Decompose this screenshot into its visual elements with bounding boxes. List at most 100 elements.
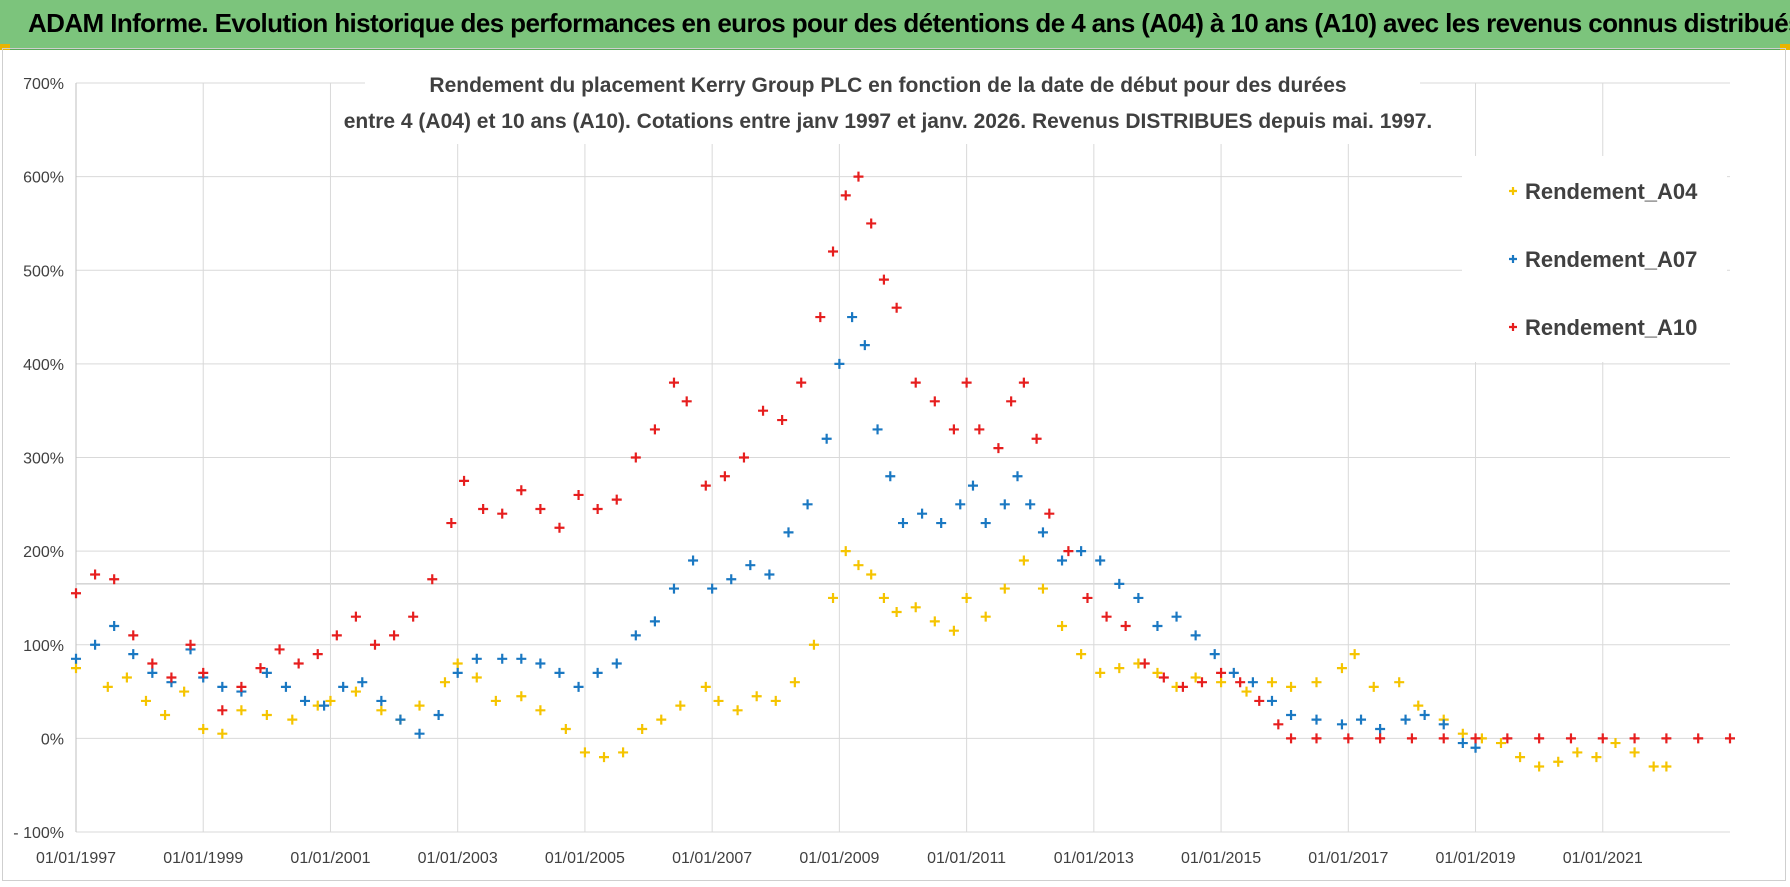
- data-point: [573, 681, 584, 692]
- data-point: [1006, 396, 1017, 407]
- data-point: [1266, 677, 1277, 688]
- data-point: [859, 340, 870, 351]
- data-point: [274, 644, 285, 655]
- data-point: [936, 518, 947, 529]
- data-point: [1037, 583, 1048, 594]
- data-point: [147, 667, 158, 678]
- data-point: [891, 606, 902, 617]
- y-tick-label: 700%: [23, 76, 64, 93]
- data-point: [999, 583, 1010, 594]
- data-point: [1286, 681, 1297, 692]
- data-point: [738, 452, 749, 463]
- data-point: [185, 639, 196, 650]
- data-point: [433, 709, 444, 720]
- data-point: [1076, 649, 1087, 660]
- data-point: [261, 709, 272, 720]
- data-point: [872, 424, 883, 435]
- data-point: [1254, 695, 1265, 706]
- data-point: [1063, 546, 1074, 557]
- data-point: [376, 705, 387, 716]
- legend-label: Rendement_A04: [1525, 179, 1698, 204]
- data-point: [1247, 677, 1258, 688]
- banner-corner-right: [1780, 44, 1790, 50]
- data-point: [789, 677, 800, 688]
- data-point: [439, 677, 450, 688]
- data-point: [764, 569, 775, 580]
- data-point: [929, 396, 940, 407]
- banner-title: ADAM Informe. Evolution historique des p…: [28, 8, 1790, 38]
- data-point: [891, 302, 902, 313]
- data-point: [1597, 733, 1608, 744]
- data-point: [1661, 761, 1672, 772]
- data-point: [140, 695, 151, 706]
- series-Rendement_A04: [71, 546, 1672, 772]
- data-point: [866, 569, 877, 580]
- data-point: [630, 452, 641, 463]
- data-point: [1311, 714, 1322, 725]
- data-point: [1018, 377, 1029, 388]
- x-tick-label: 01/01/2015: [1181, 850, 1261, 867]
- data-point: [656, 714, 667, 725]
- data-point: [554, 522, 565, 533]
- data-point: [446, 518, 457, 529]
- x-tick-label: 01/01/2001: [290, 850, 370, 867]
- data-point: [732, 705, 743, 716]
- data-point: [637, 724, 648, 735]
- data-point: [1101, 611, 1112, 622]
- y-axis-ticks: 700% 600% 500% 400% 300% 200% 100% 0% - 100%: [13, 76, 64, 842]
- data-point: [719, 471, 730, 482]
- data-point: [1235, 677, 1246, 688]
- series-Rendement_A07: [71, 312, 1481, 753]
- data-point: [1572, 747, 1583, 758]
- data-point: [1457, 728, 1468, 739]
- data-point: [1534, 733, 1545, 744]
- data-point: [1012, 471, 1023, 482]
- data-point: [700, 480, 711, 491]
- data-point: [630, 630, 641, 641]
- data-point: [1349, 649, 1360, 660]
- y-tick-label: 500%: [23, 263, 64, 280]
- data-point: [1311, 733, 1322, 744]
- data-point: [910, 377, 921, 388]
- data-point: [90, 569, 101, 580]
- data-point: [1438, 733, 1449, 744]
- data-point: [828, 246, 839, 257]
- data-point: [1216, 677, 1227, 688]
- legend-label: Rendement_A10: [1525, 315, 1697, 340]
- data-point: [198, 724, 209, 735]
- data-point: [1286, 733, 1297, 744]
- data-point: [573, 489, 584, 500]
- data-point: [707, 583, 718, 594]
- y-tick-label: 0%: [41, 731, 64, 748]
- data-point: [490, 695, 501, 706]
- x-tick-label: 01/01/2005: [545, 850, 625, 867]
- data-point: [980, 518, 991, 529]
- data-point: [71, 653, 81, 664]
- data-point: [840, 546, 851, 557]
- data-point: [236, 681, 247, 692]
- data-point: [1591, 752, 1602, 763]
- data-point: [967, 480, 978, 491]
- data-points: [71, 171, 1735, 772]
- data-point: [948, 625, 959, 636]
- data-point: [745, 560, 756, 571]
- data-point: [319, 700, 330, 711]
- data-point: [376, 695, 387, 706]
- data-point: [516, 691, 527, 702]
- data-point: [109, 574, 120, 585]
- data-point: [878, 274, 889, 285]
- data-point: [1025, 499, 1036, 510]
- data-point: [1158, 672, 1169, 683]
- data-point: [1177, 681, 1188, 692]
- data-point: [1610, 738, 1621, 749]
- data-point: [599, 752, 610, 763]
- data-point: [1400, 714, 1411, 725]
- data-point: [1311, 677, 1322, 688]
- data-point: [1629, 747, 1640, 758]
- data-point: [802, 499, 813, 510]
- data-point: [1438, 719, 1449, 730]
- data-point: [847, 312, 858, 323]
- data-point: [217, 681, 228, 692]
- data-point: [929, 616, 940, 627]
